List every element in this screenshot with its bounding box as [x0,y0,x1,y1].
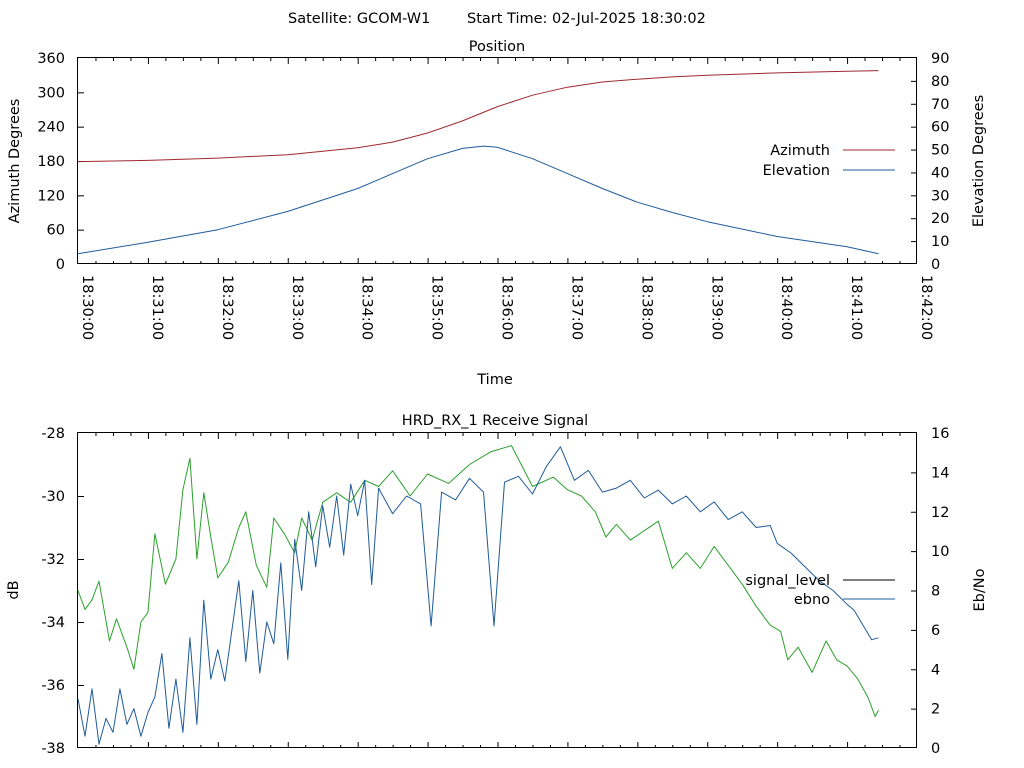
position-x-tick-label: 18:32:00 [219,275,235,340]
position-x-tick-label: 18:40:00 [778,275,794,340]
position-x-tick-label: 18:34:00 [359,275,375,340]
position-axis-ticks: 18:30:00 18:31:00 18:32:00 18:33:00 18:34:00… [37,51,949,340]
position-y2-tick-label: 50 [931,143,949,159]
position-y2-tick-label: 20 [931,211,949,227]
position-x-tick-label: 18:38:00 [638,275,654,340]
signal-y2-tick-label: 16 [931,426,949,442]
signal-chart-title: HRD_RX_1 Receive Signal [402,413,588,429]
position-y-tick-label: 300 [37,85,65,101]
signal-y2-tick-label: 12 [931,505,949,521]
position-y-tick-label: 240 [37,120,65,136]
series-line-azimuth [77,70,879,163]
signal-y2label: Eb/No [972,568,988,611]
position-chart-title: Position [469,39,525,55]
series-line-signal-level [77,445,879,717]
signal-legend: signal_level ebno [745,573,895,608]
signal-plot-frame [77,432,917,748]
position-x-tick-label: 18:30:00 [79,275,95,340]
position-y-tick-label: 0 [56,257,65,273]
position-y2-tick-label: 80 [931,74,949,90]
position-xlabel: Time [476,372,513,388]
signal-chart: HRD_RX_1 Receive Signal -38-36-34-32-30-… [6,413,988,757]
signal-series-lines [77,445,879,745]
position-y2-tick-label: 60 [931,120,949,136]
position-y-tick-label: 360 [37,51,65,67]
position-y2label: Elevation Degrees [971,95,987,227]
signal-y2-tick-label: 4 [931,662,940,678]
satellite-label: Satellite: GCOM-W1 [288,11,430,27]
position-y2-tick-label: 40 [931,165,949,181]
position-x-tick-label: 18:33:00 [289,275,305,340]
legend-label-ebno: ebno [794,592,830,608]
position-y-tick-label: 180 [37,154,65,170]
signal-y2-tick-label: 0 [931,741,940,757]
signal-y2-tick-label: 10 [931,544,949,560]
signal-y-tick-label: -34 [41,615,65,631]
position-x-tick-label: 18:35:00 [429,275,445,340]
position-x-tick-label: 18:36:00 [499,275,515,340]
position-series-lines [77,70,879,255]
position-y-tick-label: 60 [47,223,65,239]
position-x-tick-label: 18:39:00 [708,275,724,340]
series-line-ebno [77,446,879,745]
signal-y-tick-label: -28 [41,426,65,442]
position-y2-tick-label: 30 [931,188,949,204]
series-line-elevation [77,145,879,255]
signal-axis-ticks: -38 -36 -34 -32 -30 -28 0 2 4 6 8 10 12 14 16 [41,426,949,757]
start-time-label: Start Time: 02-Jul-2025 18:30:02 [467,11,706,27]
position-y2-tick-label: 0 [931,257,940,273]
signal-y2-tick-label: 8 [931,584,940,600]
signal-y2-tick-label: 6 [931,623,940,639]
signal-ylabel: dB [6,580,22,599]
position-x-tick-label: 18:41:00 [848,275,864,340]
position-y-tick-label: 120 [37,188,65,204]
signal-y2-tick-label: 2 [931,702,940,718]
position-plot-frame [77,57,917,264]
legend-label-azimuth: Azimuth [770,143,830,159]
signal-y-tick-label: -32 [41,552,65,568]
position-x-tick-label: 18:42:00 [918,275,934,340]
signal-y-tick-label: -36 [41,678,65,694]
legend-label-signal-level: signal_level [745,573,830,589]
position-y2-tick-label: 10 [931,234,949,250]
position-legend: Azimuth Elevation [763,143,895,179]
position-y2-tick-label: 70 [931,97,949,113]
signal-y-tick-label: -30 [41,489,65,505]
signal-y2-tick-label: 14 [931,465,949,481]
position-ylabel: Azimuth Degrees [7,99,23,224]
position-chart: Position 18:30:00 18:31:00 18:32:00 18:33:0… [7,39,987,388]
position-y2-tick-label: 90 [931,51,949,67]
position-x-tick-label: 18:31:00 [149,275,165,340]
position-x-tick-label: 18:37:00 [568,275,584,340]
legend-label-elevation: Elevation [763,163,830,179]
signal-y-tick-label: -38 [41,741,65,757]
